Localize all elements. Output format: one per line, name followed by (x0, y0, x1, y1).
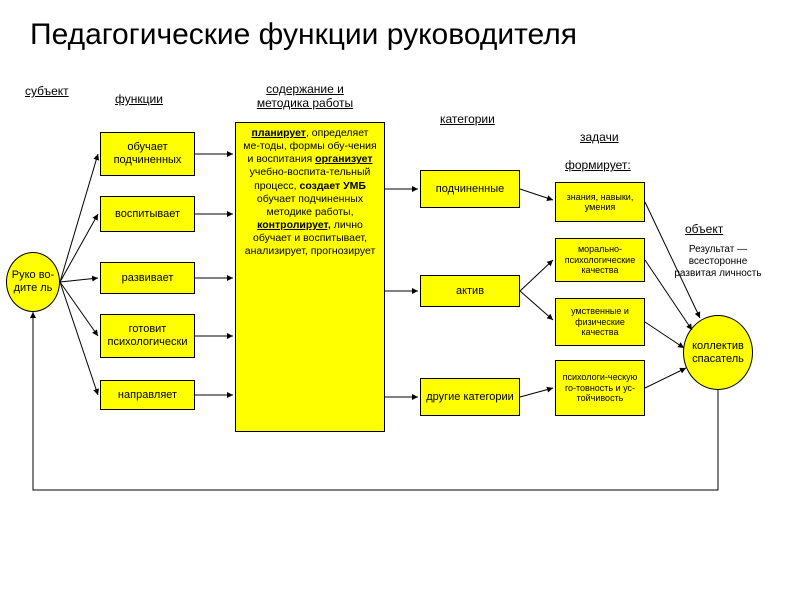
object-circle: коллектив спасатель (683, 315, 753, 390)
subject-circle: Руко во- дите ль (6, 252, 60, 312)
cat-box-2: другие категории (420, 378, 520, 416)
object-result-text: Результат — всесторонне развитая личност… (668, 244, 768, 280)
task-box-1: морально-психологические качества (555, 238, 645, 282)
header-functions: функции (115, 92, 163, 106)
task-box-2: умственные и физические качества (555, 298, 645, 346)
cat-box-1: актив (420, 275, 520, 307)
func-box-1: воспитывает (100, 196, 195, 232)
diagram-title: Педагогические функции руководителя (30, 18, 577, 52)
header-tasks: задачи (580, 130, 619, 144)
cat-box-0: подчиненные (420, 170, 520, 208)
connector-lines (0, 0, 800, 600)
func-box-4: направляет (100, 380, 195, 410)
header-object: объект (685, 222, 723, 236)
header-content: содержание и методика работы (245, 82, 365, 110)
content-box: планирует, определяет ме-тоды, формы обу… (235, 122, 385, 432)
header-forms: формирует: (565, 158, 631, 172)
func-box-3: готовит психологически (100, 314, 195, 358)
header-subject: субъект (25, 84, 69, 98)
header-categories: категории (440, 112, 495, 126)
task-box-0: знания, навыки, умения (555, 182, 645, 222)
func-box-2: развивает (100, 262, 195, 294)
task-box-3: психологи-ческую го-товность и ус-тойчив… (555, 360, 645, 416)
func-box-0: обучает подчиненных (100, 132, 195, 176)
